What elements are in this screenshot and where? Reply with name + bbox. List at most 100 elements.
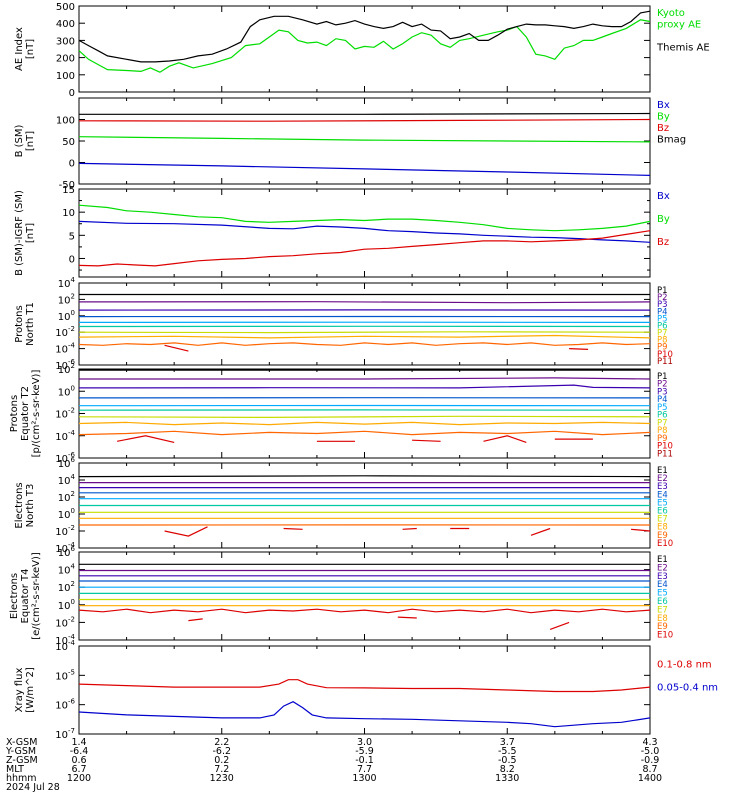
- legend-entry: E2: [657, 474, 668, 484]
- ephemeris-value: -5.0: [641, 746, 660, 757]
- legend-entry: P11: [657, 449, 673, 459]
- legend-entry: P4: [657, 307, 668, 317]
- panel-frame: [78, 645, 651, 735]
- panel-frame: [78, 368, 651, 459]
- series-line-e10: [164, 526, 208, 537]
- y-axis-label: North T1: [25, 302, 36, 346]
- series-line-bmag: [79, 112, 651, 115]
- y-tick-label: 400: [56, 19, 75, 30]
- y-axis-label: Equator T2: [20, 386, 31, 441]
- legend-entry: P7: [657, 329, 668, 339]
- legend-entry: P6: [657, 321, 668, 331]
- y-tick-label: 15: [62, 185, 75, 196]
- y-tick-label: 106: [58, 456, 76, 470]
- y-tick-label: 10-6: [55, 358, 75, 372]
- ephemeris-value: -0.5: [498, 755, 517, 766]
- series-line-kyoto-proxy-ae: [78, 19, 651, 73]
- panel-frame: [78, 282, 651, 366]
- y-tick-label: 100: [58, 507, 75, 521]
- ephemeris-value: 1330: [495, 773, 519, 784]
- ephemeris-value: 8.7: [642, 764, 657, 775]
- series-line-p8: [78, 334, 651, 339]
- y-tick-label: 0: [69, 159, 75, 170]
- legend-entry: E9: [657, 622, 668, 632]
- y-axis-label: Electrons: [9, 573, 20, 619]
- series-line-p10c: [412, 439, 441, 442]
- y-axis-label: [nT]: [25, 39, 36, 59]
- y-axis-label: Equator T4: [20, 569, 31, 624]
- y-tick-label: 50: [62, 137, 75, 148]
- legend-entry: P11: [657, 357, 673, 367]
- ephemeris-value: 4.3: [642, 737, 657, 748]
- legend-entry: P8: [657, 336, 668, 346]
- ephemeris-value: -5.5: [498, 746, 517, 757]
- y-tick-label: 100: [58, 384, 75, 398]
- y-axis-label: [nT]: [25, 223, 36, 243]
- y-tick-label: 102: [58, 362, 75, 376]
- legend-entry: Themis AE: [656, 43, 710, 54]
- legend-entry: E8: [657, 614, 668, 624]
- y-axis-label: Protons: [14, 305, 25, 342]
- ephemeris-value: 0.6: [71, 755, 86, 766]
- y-tick-label: 10-4: [55, 633, 75, 647]
- series-line-p10d: [483, 435, 527, 443]
- series-line-themis-ae: [78, 10, 651, 63]
- y-tick-label: 10-5: [55, 668, 75, 682]
- y-axis-label: [e/(cm²-s-sr-keV)]: [31, 552, 42, 640]
- legend-entry: P5: [657, 314, 668, 324]
- ephemeris-row-label: Y-GSM: [5, 746, 36, 757]
- ephemeris-value: -0.1: [355, 755, 374, 766]
- y-tick-label: 100: [58, 598, 75, 612]
- legend-entry: E6: [657, 507, 668, 517]
- legend-entry: E8: [657, 523, 668, 533]
- legend-entry: E7: [657, 515, 668, 525]
- y-tick-label: 104: [58, 276, 76, 290]
- y-tick-label: 102: [58, 580, 75, 594]
- panel-frame: [78, 188, 651, 278]
- series-line-p7: [78, 331, 651, 334]
- y-tick-label: 5: [69, 231, 75, 242]
- y-tick-label: 10: [62, 208, 75, 219]
- series-line-p3: [78, 384, 651, 389]
- ephemeris-value: 1300: [352, 773, 376, 784]
- legend-entry: Bz: [657, 123, 669, 134]
- series-line-p7: [78, 415, 651, 418]
- legend-entry: E6: [657, 597, 668, 607]
- panel-ee: 10-4 10-2 100 102 104 106 Electrons Equator T4[…: [9, 545, 673, 647]
- ephemeris-value: 7.2: [214, 764, 229, 775]
- series-line-e10b: [283, 527, 303, 530]
- series-line-p2: [78, 301, 651, 304]
- y-tick-label: 106: [58, 545, 76, 559]
- series-line-by: [78, 136, 651, 143]
- legend-entry: E3: [657, 572, 668, 582]
- y-tick-label: 104: [58, 563, 76, 577]
- ephemeris-value: 7.7: [357, 764, 372, 775]
- y-tick-label: 200: [56, 54, 75, 65]
- series-line-e10f: [630, 528, 651, 532]
- legend-entry: Bx: [657, 100, 670, 111]
- y-axis-label: [p/(cm²-s-sr-keV)]: [31, 370, 42, 458]
- legend-entry: P6: [657, 411, 668, 421]
- legend-entry: E7: [657, 605, 668, 615]
- legend-entry: E5: [657, 589, 668, 599]
- ephemeris-row-label: X-GSM: [6, 737, 37, 748]
- y-axis-label: [W/m^2]: [25, 667, 36, 713]
- series-line-bz: [78, 230, 651, 267]
- y-tick-label: 10-6: [55, 698, 75, 712]
- ephemeris-value: 3.7: [500, 737, 515, 748]
- y-axis-label: AE Index: [14, 27, 25, 71]
- y-axis-label: Protons: [9, 395, 20, 432]
- y-tick-label: 10-4: [55, 541, 75, 555]
- y-tick-label: -50: [59, 180, 75, 191]
- legend-entry: P4: [657, 395, 668, 405]
- legend-entry: 0.05-0.4 nm: [657, 683, 718, 694]
- y-tick-label: 10-4: [55, 639, 75, 653]
- legend-entry: E9: [657, 531, 668, 541]
- legend-entry: P7: [657, 418, 668, 428]
- legend-entry: P3: [657, 300, 668, 310]
- y-tick-label: 10-4: [55, 429, 75, 443]
- y-tick-label: 0: [69, 254, 75, 265]
